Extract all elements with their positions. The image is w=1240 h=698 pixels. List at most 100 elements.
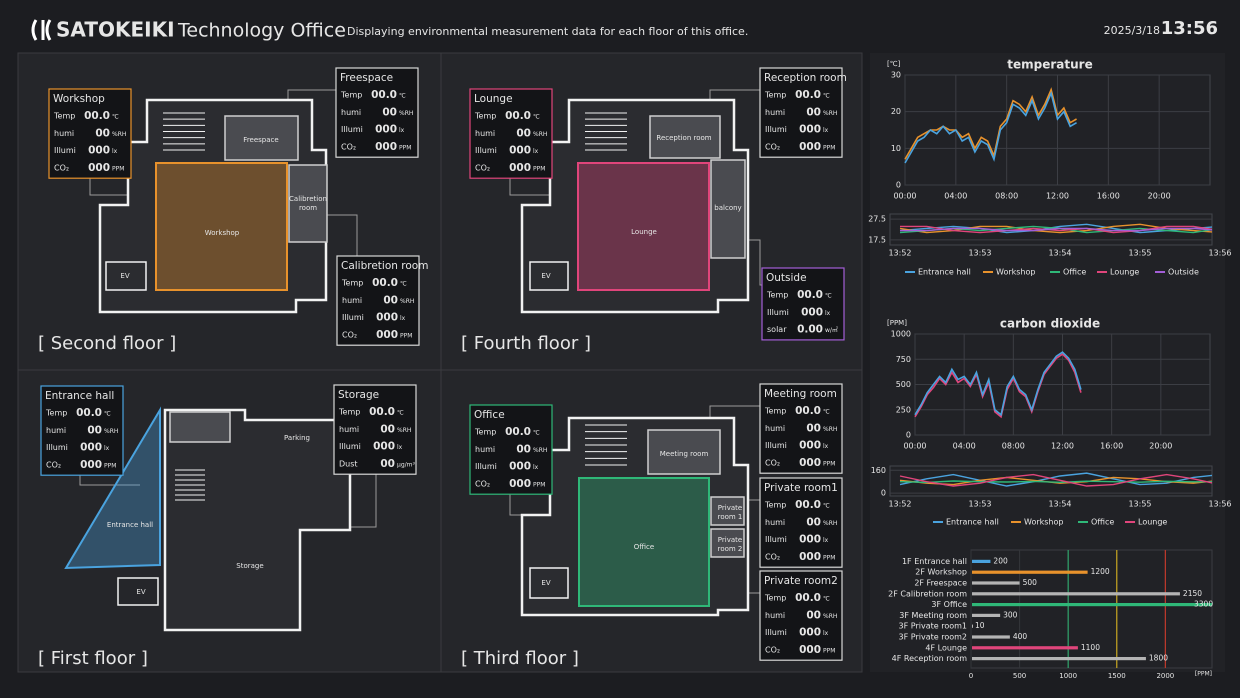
y-tick-label: 500 xyxy=(896,380,911,389)
reading-value: 00 xyxy=(382,106,397,118)
category-label: 2F Freespace xyxy=(914,579,967,588)
y-tick-label: 0 xyxy=(906,431,911,440)
reading-label: humi xyxy=(765,611,785,620)
legend-label: Office xyxy=(1091,518,1114,527)
y-tick-label: 0 xyxy=(896,181,901,190)
reading-unit: ℃ xyxy=(533,430,540,437)
reading-unit: ℃ xyxy=(397,410,404,417)
series-line xyxy=(900,227,1212,232)
room-name: Lounge xyxy=(474,93,513,105)
reading-label: humi xyxy=(475,445,495,454)
reading-value: 00.0 xyxy=(372,277,398,289)
bar-value-label: 400 xyxy=(1013,632,1028,641)
room-card-frame xyxy=(336,255,420,346)
highlight-room xyxy=(64,406,161,570)
reading-unit: ℃ xyxy=(533,114,540,121)
highlight-room xyxy=(578,477,710,607)
bar-value-label: 1100 xyxy=(1081,643,1100,652)
floor-plan: Entrance hall Parking Storage EV xyxy=(64,406,377,632)
reading-value: 00 xyxy=(95,127,110,139)
reading-value: 000 xyxy=(88,145,110,157)
plan-label: EV xyxy=(136,588,145,596)
reading-unit: ℃ xyxy=(823,93,830,100)
legend-label: Workshop xyxy=(1024,518,1063,527)
plan-label: Calibretion xyxy=(289,195,327,203)
reading-label: humi xyxy=(475,129,495,138)
x-tick-label: 13:52 xyxy=(888,249,911,258)
reading-unit: lx xyxy=(112,148,118,155)
reading-label: Temp xyxy=(764,407,786,416)
room-card-frame xyxy=(40,385,124,476)
plan-label: Lounge xyxy=(631,228,657,236)
reading-value: 000 xyxy=(375,124,397,136)
reading-label: Temp xyxy=(764,594,786,603)
reading-unit: lx xyxy=(104,445,110,452)
x-tick-label: 13:54 xyxy=(1048,500,1071,509)
y-tick-label: 1000 xyxy=(891,330,911,339)
reading-label: Illumi xyxy=(342,313,364,322)
y-axis-label: [PPM] xyxy=(887,319,907,327)
reading-label: Temp xyxy=(474,112,496,121)
reading-unit: ℃ xyxy=(400,281,407,288)
x-tick-label: 08:00 xyxy=(995,192,1018,201)
reading-label: CO₂ xyxy=(54,163,69,172)
reading-unit: %RH xyxy=(104,428,118,435)
reading-value: 000 xyxy=(799,534,821,546)
reading-label: Temp xyxy=(45,409,67,418)
x-tick-label: 500 xyxy=(1013,672,1026,680)
room-card: Freespace Temp 00.0 ℃ humi 00 %RH Illumi 000 lx CO… xyxy=(335,67,419,158)
reading-unit: %RH xyxy=(397,427,411,434)
subtitle: Displaying environmental measurement dat… xyxy=(347,25,748,38)
room-card-frame xyxy=(469,404,553,495)
reading-label: humi xyxy=(339,425,359,434)
reading-label: CO₂ xyxy=(765,645,780,654)
series-line xyxy=(899,223,1212,234)
room-card: Reception room Temp 00.0 ℃ humi 00 %RH Illumi 00… xyxy=(759,67,847,158)
room-card: Lounge Temp 00.0 ℃ humi 00 %RH Illumi 000 lx CO₂ 00… xyxy=(469,88,553,179)
bar-value-label: 500 xyxy=(1023,578,1038,587)
reading-value: 000 xyxy=(799,551,821,563)
legend-label: Outside xyxy=(1168,268,1199,277)
reading-label: Temp xyxy=(341,279,363,288)
room-card: Outside Temp 00.0 ℃ Illumi 000 lx solar 0.00 w/㎡ xyxy=(761,267,845,341)
series-line xyxy=(904,90,1077,164)
x-axis-label: [PPM] xyxy=(1195,671,1212,678)
legend-label: Office xyxy=(1063,268,1086,277)
bar xyxy=(972,613,1001,617)
category-label: 2F Calibretion room xyxy=(888,589,967,598)
plan-label: Parking xyxy=(284,434,310,442)
reading-label: Temp xyxy=(764,91,786,100)
chart-title: carbon dioxide xyxy=(1000,317,1100,331)
plan-label: EV xyxy=(120,272,129,280)
reading-label: humi xyxy=(46,426,66,435)
room-card-frame xyxy=(761,267,845,341)
reading-label: CO₂ xyxy=(765,142,780,151)
reading-value: 000 xyxy=(88,162,110,174)
category-label: 4F Lounge xyxy=(925,643,967,652)
reading-label: Illumi xyxy=(475,462,497,471)
reading-unit: lx xyxy=(823,127,829,134)
plan-outline xyxy=(163,408,352,632)
bar-value-label: 200 xyxy=(993,556,1008,565)
reading-value: 000 xyxy=(509,145,531,157)
reading-label: Illumi xyxy=(475,146,497,155)
reading-value: 00.0 xyxy=(795,89,821,101)
x-tick-label: 12:00 xyxy=(1046,192,1069,201)
plan-label: room 1 xyxy=(718,513,743,521)
x-tick-label: 20:00 xyxy=(1148,192,1171,201)
legend-label: Lounge xyxy=(1110,268,1139,277)
x-tick-label: 13:55 xyxy=(1128,249,1151,258)
reading-value: 000 xyxy=(801,306,823,318)
reading-value: 00 xyxy=(380,423,395,435)
date: 2025/3/18 xyxy=(1104,24,1160,37)
reading-unit: %RH xyxy=(399,110,413,117)
series-line xyxy=(899,225,1212,234)
reading-value: 000 xyxy=(376,312,398,324)
reading-unit: lx xyxy=(400,315,406,322)
x-tick-label: 13:56 xyxy=(1208,500,1231,509)
y-tick-label: 750 xyxy=(896,355,911,364)
reading-label: CO₂ xyxy=(46,460,61,469)
reading-label: Temp xyxy=(766,291,788,300)
room-shape xyxy=(649,115,721,159)
